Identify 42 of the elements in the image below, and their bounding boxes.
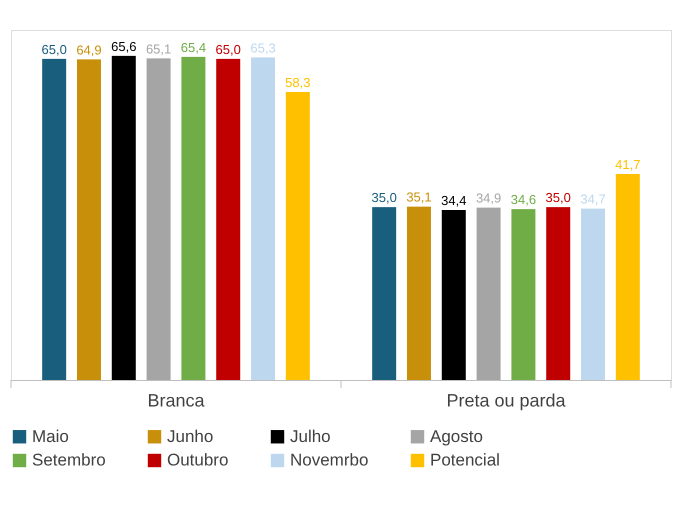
bar xyxy=(181,56,206,380)
legend-label: Outubro xyxy=(167,450,228,470)
bar xyxy=(442,210,466,380)
x-tick-label: Preta ou parda xyxy=(446,390,567,410)
data-label: 65,0 xyxy=(42,42,67,57)
bar xyxy=(616,174,640,380)
bar xyxy=(146,58,171,380)
bar xyxy=(112,56,136,380)
data-label: 65,0 xyxy=(216,42,241,57)
bar xyxy=(372,207,396,380)
bar xyxy=(216,58,240,380)
data-label: 41,7 xyxy=(615,156,640,172)
x-tick-label: Branca xyxy=(147,390,206,410)
data-label: 34,9 xyxy=(476,190,502,206)
bar xyxy=(406,206,431,380)
bar xyxy=(251,57,276,380)
data-label: 65,3 xyxy=(250,40,276,56)
data-label: 65,1 xyxy=(146,41,172,56)
data-label: 65,4 xyxy=(180,40,206,55)
data-label: 65,6 xyxy=(111,38,136,54)
data-label: 35,0 xyxy=(546,190,571,206)
data-label: 34,4 xyxy=(441,193,466,208)
bar xyxy=(42,58,66,380)
bar xyxy=(476,208,501,380)
data-label: 58,3 xyxy=(285,74,310,90)
legend-label: Novemrbo xyxy=(290,450,368,470)
bar xyxy=(76,59,101,380)
data-label: 64,9 xyxy=(76,42,102,58)
bar xyxy=(286,92,310,380)
bar xyxy=(511,209,536,380)
legend-label: Agosto xyxy=(430,426,483,446)
legend-label: Junho xyxy=(167,426,214,446)
data-label: 34,6 xyxy=(510,192,536,208)
bar xyxy=(581,208,606,380)
data-label: 34,7 xyxy=(580,192,606,207)
legend-label: Potencial xyxy=(430,450,500,470)
legend-label: Maio xyxy=(32,426,69,446)
legend-label: Julho xyxy=(290,426,331,446)
legend-label: Setembro xyxy=(32,450,106,470)
data-label: 35,0 xyxy=(372,190,397,206)
data-label: 35,1 xyxy=(406,190,432,205)
bar xyxy=(546,207,570,380)
